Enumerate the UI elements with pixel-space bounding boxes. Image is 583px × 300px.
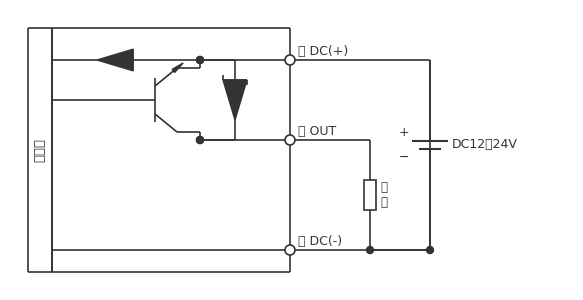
Text: DC12～24V: DC12～24V	[452, 139, 518, 152]
Text: 主回路: 主回路	[33, 138, 47, 162]
Bar	[364, 180, 376, 210]
Polygon shape	[97, 49, 133, 71]
Circle shape	[196, 136, 203, 143]
Circle shape	[427, 247, 434, 254]
Circle shape	[367, 247, 374, 254]
Text: −: −	[399, 151, 409, 164]
Text: 負
荷: 負 荷	[380, 181, 387, 209]
Text: 茶 DC(+): 茶 DC(+)	[298, 45, 348, 58]
Polygon shape	[172, 63, 183, 72]
Text: +: +	[398, 126, 409, 139]
Circle shape	[196, 56, 203, 64]
Circle shape	[196, 56, 203, 64]
Polygon shape	[223, 80, 247, 120]
Circle shape	[196, 136, 203, 143]
Circle shape	[285, 135, 295, 145]
Text: 黒 OUT: 黒 OUT	[298, 125, 336, 138]
Text: 青 DC(-): 青 DC(-)	[298, 235, 342, 248]
Circle shape	[285, 245, 295, 255]
Circle shape	[285, 55, 295, 65]
